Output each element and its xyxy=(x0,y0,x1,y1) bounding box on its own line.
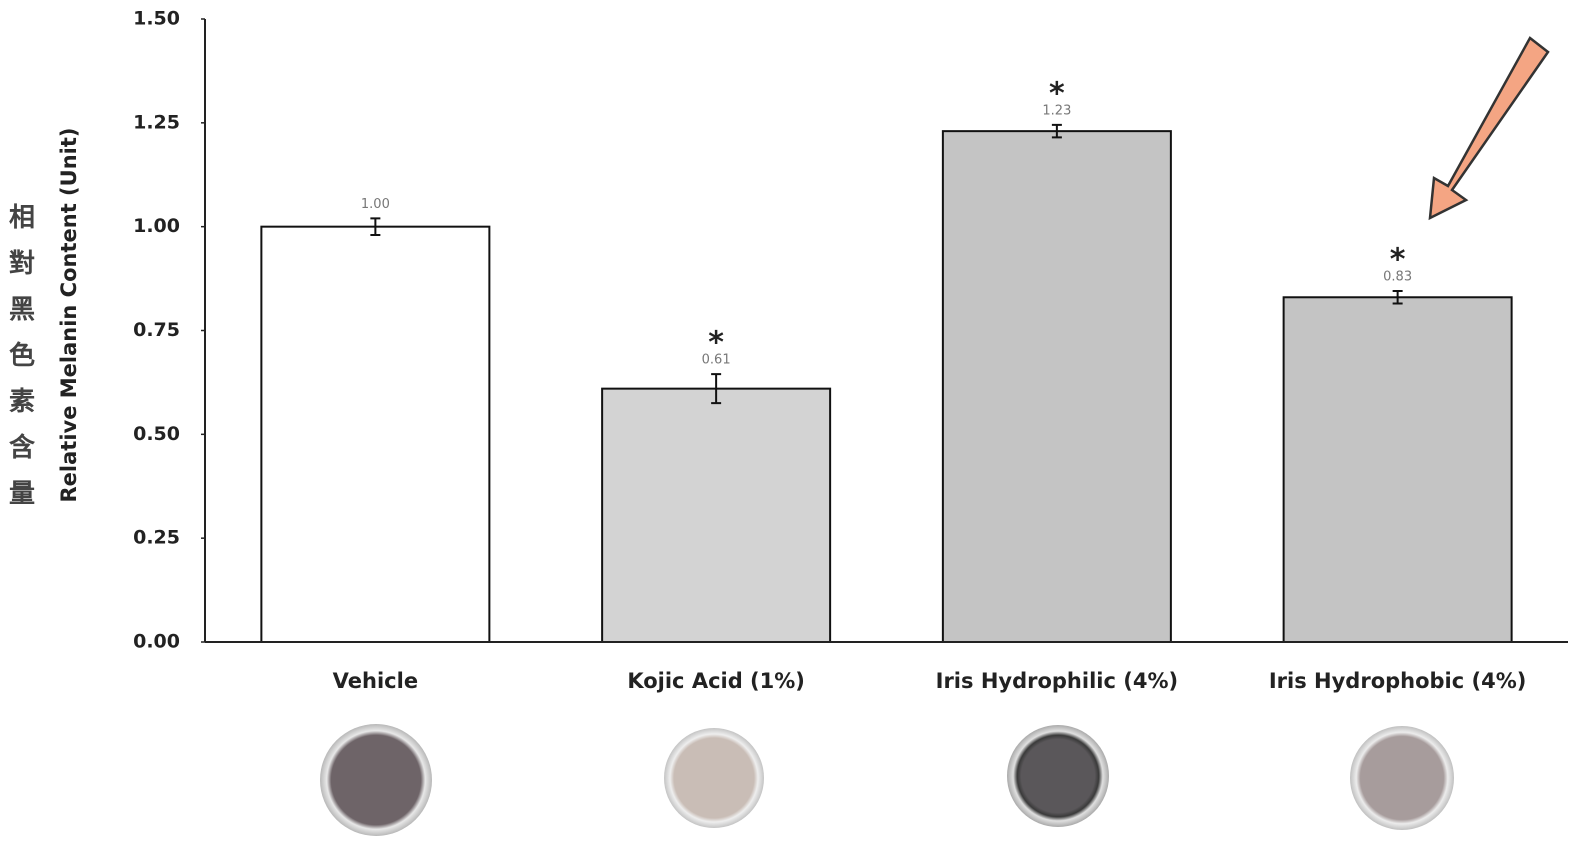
y-tick-label: 0.25 xyxy=(133,527,180,549)
dish-image xyxy=(1350,726,1454,830)
value-label: 1.00 xyxy=(361,197,390,212)
y-axis-title: Relative Melanin Content (Unit) xyxy=(57,128,81,503)
value-label: 0.61 xyxy=(702,353,731,368)
bar xyxy=(1282,296,1513,643)
error-bar xyxy=(1051,123,1062,139)
significance-marker: * xyxy=(708,326,724,361)
dish-image xyxy=(664,728,764,828)
significance-marker: * xyxy=(1049,76,1065,111)
y-axis-label-zh: 相對黑色素含量 xyxy=(9,203,36,509)
x-tick-label: Vehicle xyxy=(333,669,418,693)
error-bar xyxy=(370,217,381,236)
x-tick-label: Iris Hydrophobic (4%) xyxy=(1269,669,1527,693)
y-tick-label: 1.25 xyxy=(133,111,180,133)
bar xyxy=(260,225,491,644)
bar xyxy=(941,130,1172,643)
bar xyxy=(601,387,832,643)
error-bar xyxy=(711,373,722,405)
arrow xyxy=(1428,36,1550,221)
error-bar xyxy=(1392,290,1403,305)
significance-marker: * xyxy=(1390,243,1406,278)
value-label: 1.23 xyxy=(1042,103,1071,118)
y-tick-label: 0.50 xyxy=(133,423,180,445)
y-tick-label: 0.75 xyxy=(133,319,180,341)
y-tick-label: 0.00 xyxy=(133,631,180,653)
y-tick-label: 1.50 xyxy=(133,8,180,30)
value-label: 0.83 xyxy=(1383,270,1412,285)
dish-image xyxy=(320,724,432,836)
dish-image xyxy=(1007,725,1109,827)
y-tick-label: 1.00 xyxy=(133,215,180,237)
x-tick-label: Kojic Acid (1%) xyxy=(627,669,805,693)
x-tick-label: Iris Hydrophilic (4%) xyxy=(936,669,1178,693)
